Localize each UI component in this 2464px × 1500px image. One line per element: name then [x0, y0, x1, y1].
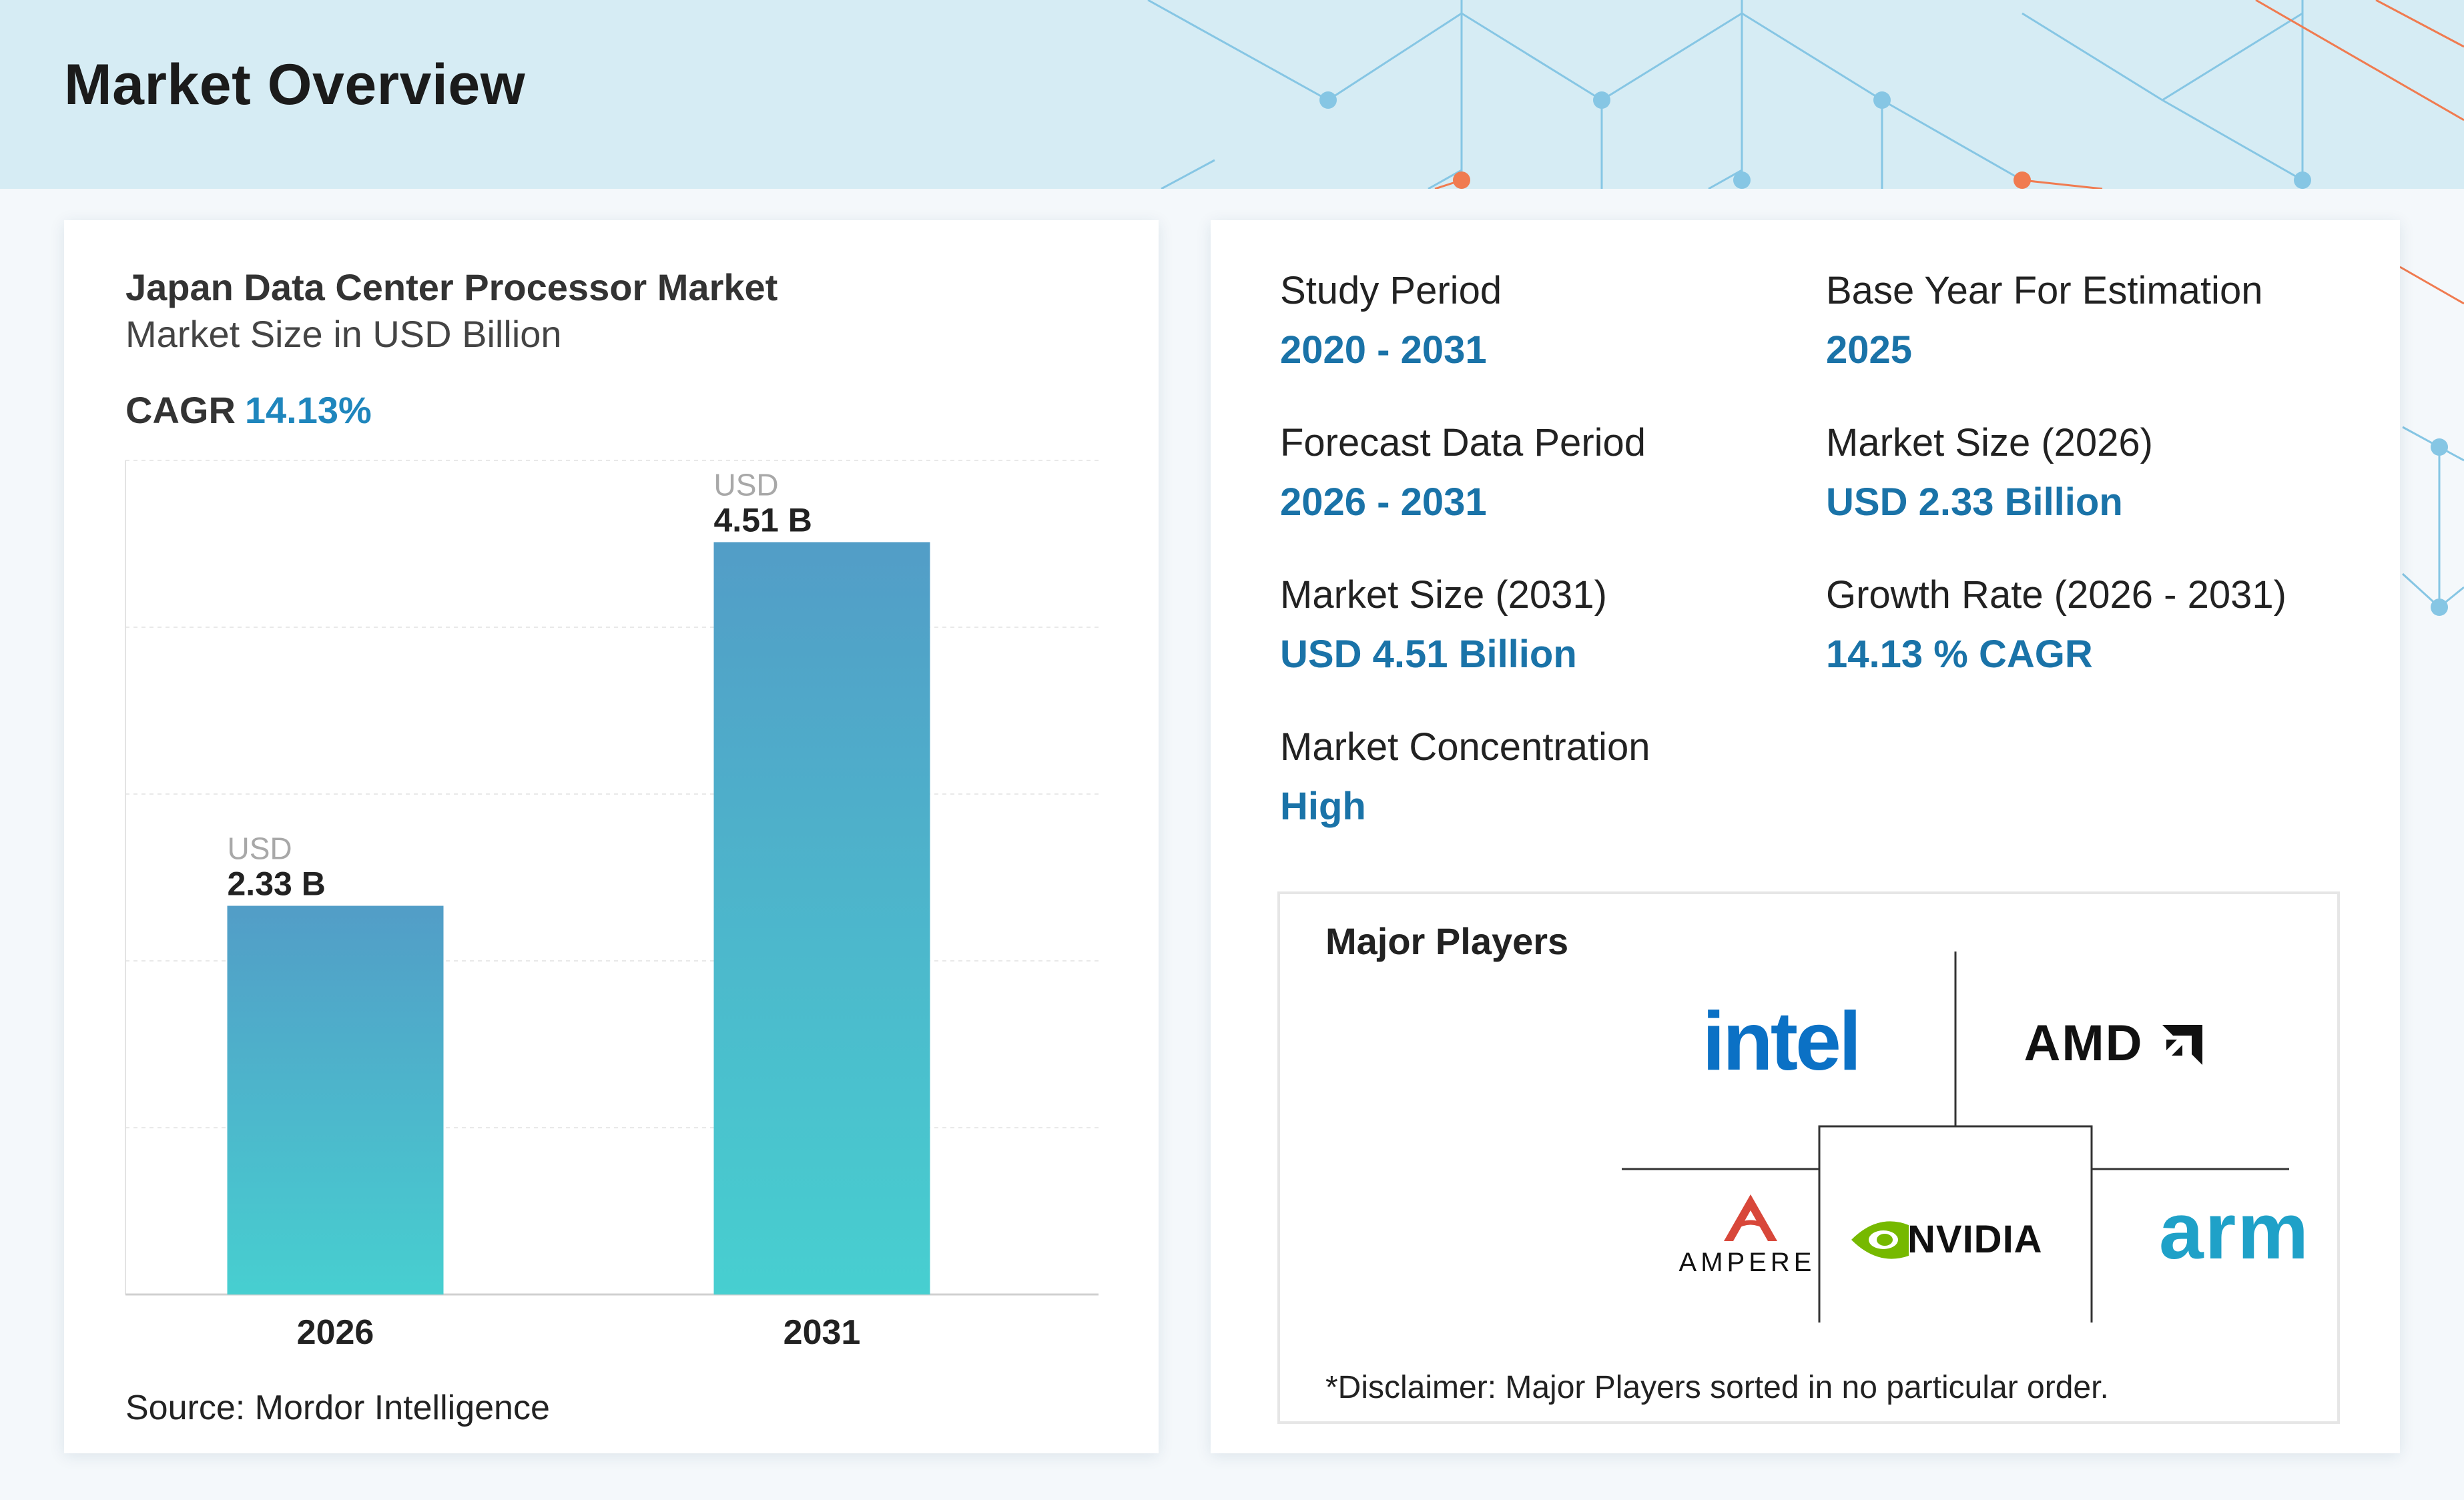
ampere-logo-icon	[1724, 1194, 1777, 1241]
bar-2031	[713, 542, 930, 1294]
stat-forecast-period: Forecast Data Period 2026 - 2031	[1280, 420, 1646, 524]
stat-value: High	[1280, 785, 1366, 828]
stat-label: Market Size (2026)	[1826, 421, 2153, 464]
header-banner: Market Overview	[0, 0, 2464, 189]
nvidia-logo: NVIDIA	[1907, 1218, 2043, 1261]
x-tick-label: 2026	[297, 1313, 374, 1352]
stat-market-size-2026: Market Size (2026) USD 2.33 Billion	[1826, 420, 2153, 524]
stat-value: 2020 - 2031	[1280, 328, 1487, 372]
cagr-label: CAGR	[125, 389, 236, 431]
bar-2026	[227, 905, 444, 1294]
bar-label-prefix: USD	[714, 468, 779, 502]
network-pattern	[1147, 0, 2464, 189]
stat-growth-rate: Growth Rate (2026 - 2031) 14.13 % CAGR	[1826, 573, 2286, 677]
stat-value: USD 4.51 Billion	[1280, 633, 1577, 676]
stat-label: Market Size (2031)	[1280, 573, 1607, 617]
stat-label: Growth Rate (2026 - 2031)	[1826, 573, 2286, 617]
players-disclaimer: *Disclaimer: Major Players sorted in no …	[1325, 1370, 2109, 1405]
ampere-logo: AMPERE	[1678, 1248, 1816, 1277]
stat-label: Forecast Data Period	[1280, 421, 1646, 464]
stat-value: 14.13 % CAGR	[1826, 633, 2093, 676]
players-grid-lines	[1622, 952, 2289, 1323]
intel-logo: intel	[1702, 996, 1862, 1088]
page-title: Market Overview	[64, 53, 526, 117]
chart-subtitle: Market Size in USD Billion	[125, 313, 562, 355]
stat-base-year: Base Year For Estimation 2025	[1826, 268, 2262, 372]
chart-card: Japan Data Center Processor Market Marke…	[64, 220, 1159, 1453]
stat-market-size-2031: Market Size (2031) USD 4.51 Billion	[1280, 573, 1607, 677]
stat-value: USD 2.33 Billion	[1826, 480, 2123, 524]
source-note: Source: Mordor Intelligence	[125, 1389, 550, 1427]
stat-study-period: Study Period 2020 - 2031	[1280, 268, 1502, 372]
stat-market-concentration: Market Concentration High	[1280, 725, 1650, 829]
amd-arrow-icon	[2162, 1025, 2202, 1065]
bar-label-prefix: USD	[228, 831, 292, 866]
chart-title: Japan Data Center Processor Market	[125, 266, 778, 308]
major-players-box: Major Players	[1277, 891, 2340, 1424]
stats-card: Study Period 2020 - 2031 Base Year For E…	[1211, 220, 2400, 1453]
bar-value-label: 4.51 B	[714, 502, 812, 539]
stat-value: 2026 - 2031	[1280, 480, 1487, 524]
bar-value-label: 2.33 B	[228, 865, 326, 903]
stat-label: Market Concentration	[1280, 725, 1650, 769]
cagr-row: CAGR 14.13%	[125, 388, 372, 432]
amd-logo: AMD	[2024, 1015, 2144, 1072]
x-tick-label: 2031	[784, 1313, 861, 1352]
arm-logo: arm	[2158, 1186, 2311, 1276]
nvidia-eye-icon	[1851, 1221, 1909, 1259]
players-title: Major Players	[1325, 920, 1569, 962]
stat-value: 2025	[1826, 328, 1913, 372]
stat-label: Study Period	[1280, 269, 1502, 312]
cagr-value: 14.13%	[244, 389, 372, 431]
stat-label: Base Year For Estimation	[1826, 269, 2263, 312]
